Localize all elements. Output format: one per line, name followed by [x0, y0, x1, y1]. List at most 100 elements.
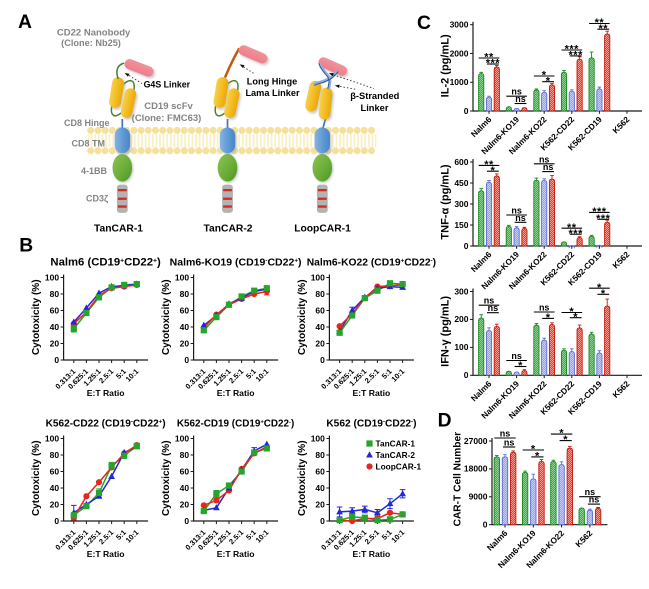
svg-text:ns: ns: [515, 94, 526, 104]
svg-text:E:T Ratio: E:T Ratio: [87, 549, 125, 559]
svg-text:Cytotoxicity (%): Cytotoxicity (%): [297, 440, 308, 516]
svg-text:IL-2 (pg/mL): IL-2 (pg/mL): [439, 34, 451, 97]
svg-text:**: **: [599, 23, 609, 35]
svg-text:***: ***: [486, 58, 501, 70]
svg-text:ns: ns: [511, 87, 522, 97]
svg-text:***: ***: [569, 228, 584, 240]
svg-text:0: 0: [184, 355, 189, 365]
svg-text:80: 80: [180, 450, 190, 460]
svg-text:LoopCAR-1: LoopCAR-1: [376, 462, 422, 472]
svg-text:ns: ns: [585, 487, 596, 497]
svg-text:40: 40: [315, 322, 325, 332]
svg-text:*: *: [518, 360, 523, 372]
svg-text:E:T Ratio: E:T Ratio: [353, 388, 391, 398]
svg-text:***: ***: [596, 213, 611, 225]
svg-text:CAR-T Cell Number: CAR-T Cell Number: [453, 432, 464, 527]
svg-text:60: 60: [50, 466, 60, 476]
svg-text:18000: 18000: [464, 464, 488, 474]
svg-text:3000: 3000: [450, 20, 469, 30]
svg-text:ns: ns: [511, 351, 522, 361]
svg-text:**: **: [595, 17, 605, 29]
svg-text:*: *: [546, 312, 551, 324]
svg-text:ns: ns: [511, 206, 522, 216]
svg-text:IFN-γ (pg/mL): IFN-γ (pg/mL): [439, 296, 451, 367]
svg-text:CD19 scFv: CD19 scFv: [144, 101, 193, 112]
svg-text:ns: ns: [504, 438, 515, 448]
svg-text:K562-CD22 (CD19-CD22+): K562-CD22 (CD19-CD22+): [46, 418, 166, 429]
svg-text:20: 20: [315, 499, 325, 509]
svg-text:Cytotoxicity (%): Cytotoxicity (%): [297, 279, 308, 355]
svg-text:ns: ns: [539, 303, 550, 313]
svg-text:40: 40: [50, 483, 60, 493]
svg-text:0: 0: [464, 241, 469, 251]
svg-text:20: 20: [180, 338, 190, 348]
svg-text:0: 0: [54, 355, 59, 365]
svg-text:ns: ns: [543, 162, 554, 172]
svg-text:*: *: [531, 444, 536, 456]
svg-text:100: 100: [45, 433, 59, 443]
svg-text:***: ***: [569, 50, 584, 62]
svg-text:*: *: [491, 165, 496, 177]
svg-text:E:T Ratio: E:T Ratio: [353, 549, 391, 559]
svg-text:100: 100: [175, 272, 189, 282]
svg-text:20: 20: [180, 499, 190, 509]
svg-text:CD22 Nanobody: CD22 Nanobody: [57, 27, 131, 38]
svg-text:***: ***: [592, 206, 607, 218]
svg-text:0: 0: [464, 370, 469, 380]
svg-text:2000: 2000: [450, 48, 469, 58]
svg-text:600: 600: [454, 157, 468, 167]
svg-text:*: *: [597, 282, 602, 294]
svg-text:100: 100: [175, 433, 189, 443]
svg-text:Nalm6-KO19 (CD19-CD22+): Nalm6-KO19 (CD19-CD22+): [170, 257, 302, 269]
svg-text:K562 (CD19-CD22-): K562 (CD19-CD22-): [326, 418, 416, 429]
svg-text:100: 100: [311, 272, 325, 282]
svg-text:ns: ns: [515, 213, 526, 223]
svg-text:*: *: [535, 451, 540, 463]
svg-text:LoopCAR-1: LoopCAR-1: [294, 224, 351, 235]
svg-text:100: 100: [45, 272, 59, 282]
svg-text:20: 20: [50, 499, 60, 509]
svg-text:80: 80: [50, 289, 60, 299]
svg-text:CD8 Hinge: CD8 Hinge: [64, 118, 110, 128]
svg-text:40: 40: [315, 483, 325, 493]
svg-text:100: 100: [454, 342, 468, 352]
svg-text:*: *: [573, 311, 578, 323]
svg-text:ns: ns: [488, 303, 499, 313]
svg-text:TanCAR-2: TanCAR-2: [203, 224, 252, 235]
svg-text:0: 0: [184, 516, 189, 526]
svg-text:ns: ns: [500, 429, 511, 439]
svg-text:β-Stranded: β-Stranded: [350, 91, 399, 101]
svg-text:Cytotoxicity (%): Cytotoxicity (%): [31, 279, 42, 355]
svg-text:C: C: [417, 13, 431, 34]
svg-text:Cytotoxicity (%): Cytotoxicity (%): [31, 440, 42, 516]
svg-text:0: 0: [54, 516, 59, 526]
svg-text:CD8 TM: CD8 TM: [72, 139, 106, 149]
svg-text:A: A: [18, 12, 32, 33]
svg-text:TanCAR-1: TanCAR-1: [94, 224, 143, 235]
svg-text:TNF-α (pg/mL): TNF-α (pg/mL): [439, 164, 451, 240]
svg-text:60: 60: [315, 466, 325, 476]
svg-text:300: 300: [454, 286, 468, 296]
svg-text:**: **: [567, 222, 577, 234]
svg-text:*: *: [559, 428, 564, 440]
svg-text:80: 80: [315, 450, 325, 460]
svg-text:ns: ns: [539, 154, 550, 164]
svg-text:TanCAR-1: TanCAR-1: [376, 439, 416, 449]
svg-text:0: 0: [483, 520, 488, 530]
svg-text:D: D: [438, 411, 452, 432]
svg-text:*: *: [546, 75, 551, 87]
svg-text:TanCAR-2: TanCAR-2: [376, 450, 416, 460]
svg-text:40: 40: [50, 322, 60, 332]
svg-text:E:T Ratio: E:T Ratio: [217, 549, 255, 559]
svg-text:(Clone: Nb25): (Clone: Nb25): [61, 38, 121, 48]
svg-text:K562-CD19 (CD19+CD22-): K562-CD19 (CD19+CD22-): [177, 419, 294, 430]
svg-text:60: 60: [180, 466, 190, 476]
svg-text:ns: ns: [589, 495, 600, 505]
svg-text:450: 450: [454, 178, 468, 188]
svg-text:80: 80: [315, 289, 325, 299]
svg-text:*: *: [569, 306, 574, 318]
svg-text:0: 0: [320, 355, 325, 365]
svg-text:Nalm6-KO22 (CD19+CD22-): Nalm6-KO22 (CD19+CD22-): [307, 257, 436, 268]
svg-text:80: 80: [50, 450, 60, 460]
svg-text:*: *: [601, 288, 606, 300]
